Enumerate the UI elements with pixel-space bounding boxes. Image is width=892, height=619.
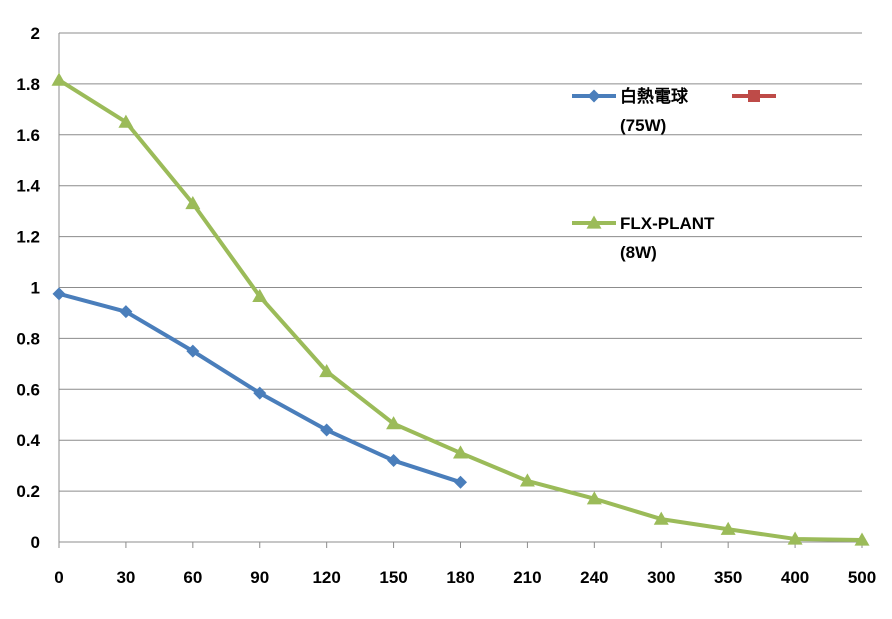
legend-label: 白熱電球 (620, 86, 689, 106)
x-tick-label: 0 (54, 568, 63, 587)
data-point-0 (119, 305, 133, 319)
x-tick-label: 500 (848, 568, 876, 587)
x-tick-label: 30 (116, 568, 135, 587)
x-tick-label: 120 (312, 568, 340, 587)
data-point-2 (118, 114, 134, 128)
y-tick-label: 0 (31, 533, 40, 552)
data-point-2 (586, 491, 602, 505)
data-point-2 (51, 72, 67, 86)
data-point-2 (185, 196, 201, 210)
legend-marker-2 (586, 215, 602, 229)
data-point-0 (186, 344, 200, 358)
legend-marker-0 (587, 89, 601, 103)
y-tick-label: 1 (31, 279, 40, 298)
y-tick-label: 2 (31, 24, 40, 43)
x-tick-label: 300 (647, 568, 675, 587)
data-point-0 (387, 454, 401, 468)
y-tick-label: 0.6 (16, 380, 40, 399)
y-tick-label: 0.4 (16, 431, 40, 450)
data-point-2 (720, 521, 736, 535)
legend-label: (8W) (620, 243, 657, 262)
data-point-2 (854, 532, 870, 546)
legend-label: (75W) (620, 116, 666, 135)
x-tick-label: 180 (446, 568, 474, 587)
y-tick-label: 1.4 (16, 177, 40, 196)
data-point-2 (653, 511, 669, 525)
x-tick-label: 240 (580, 568, 608, 587)
x-tick-label: 150 (379, 568, 407, 587)
data-point-2 (252, 288, 268, 303)
data-point-0 (253, 386, 267, 400)
legend-label: FLX-PLANT (620, 214, 715, 233)
x-tick-label: 350 (714, 568, 742, 587)
legend-marker-1 (748, 90, 760, 102)
data-point-2 (319, 363, 335, 378)
y-tick-label: 1.8 (16, 75, 40, 94)
y-tick-label: 1.6 (16, 126, 40, 145)
data-point-2 (453, 445, 468, 459)
x-tick-label: 60 (183, 568, 202, 587)
data-point-2 (386, 416, 402, 430)
data-point-2 (787, 531, 803, 545)
data-point-0 (320, 423, 334, 437)
x-tick-label: 210 (513, 568, 541, 587)
y-tick-label: 1.2 (16, 228, 40, 247)
y-tick-label: 0.2 (16, 482, 40, 501)
x-tick-label: 90 (250, 568, 269, 587)
series-line-2 (57, 78, 863, 542)
data-point-2 (519, 473, 535, 487)
data-point-0 (52, 287, 66, 301)
x-tick-label: 400 (781, 568, 809, 587)
data-point-0 (454, 475, 467, 489)
y-tick-label: 0.8 (16, 329, 40, 348)
